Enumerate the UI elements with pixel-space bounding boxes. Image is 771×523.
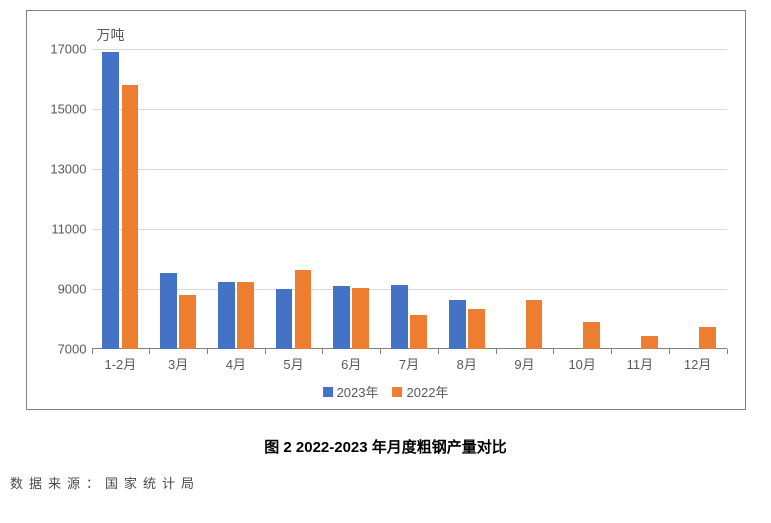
- y-axis-title: 万吨: [97, 25, 125, 45]
- bar-2022年-3月: [179, 295, 196, 349]
- x-tick-mark: [611, 349, 612, 354]
- gridline: [92, 109, 727, 110]
- x-tick-mark: [438, 349, 439, 354]
- x-tick-label: 9月: [514, 354, 534, 373]
- bar-2022年-1-2月: [122, 85, 139, 349]
- y-tick-label: 9000: [42, 282, 87, 297]
- bar-2023年-1-2月: [102, 52, 119, 349]
- bar-2022年-5月: [295, 270, 312, 350]
- y-tick-label: 13000: [42, 162, 87, 177]
- x-tick-mark: [322, 349, 323, 354]
- bar-2022年-11月: [641, 336, 658, 350]
- gridline: [92, 49, 727, 50]
- bar-2023年-7月: [391, 285, 408, 350]
- x-tick-label: 12月: [684, 354, 711, 373]
- x-tick-label: 7月: [399, 354, 419, 373]
- x-tick-mark: [149, 349, 150, 354]
- gridline: [92, 289, 727, 290]
- bar-2022年-12月: [699, 327, 716, 350]
- x-tick-label: 4月: [226, 354, 246, 373]
- x-tick-mark: [496, 349, 497, 354]
- bar-2023年-4月: [218, 282, 235, 350]
- x-tick-label: 11月: [627, 354, 654, 373]
- legend-swatch-2022: [393, 387, 403, 397]
- x-tick-label: 1-2月: [104, 354, 136, 373]
- bar-2022年-4月: [237, 282, 254, 350]
- legend-item-2022: 2022年: [393, 382, 449, 401]
- bar-2023年-6月: [333, 286, 350, 349]
- bar-2023年-8月: [449, 300, 466, 350]
- bar-2023年-5月: [276, 289, 293, 349]
- bar-2022年-9月: [526, 300, 543, 350]
- x-tick-mark: [553, 349, 554, 354]
- gridline: [92, 169, 727, 170]
- legend-item-2023: 2023年: [323, 382, 379, 401]
- bar-2023年-3月: [160, 273, 177, 350]
- bar-2022年-7月: [410, 315, 427, 350]
- x-tick-mark: [669, 349, 670, 354]
- x-tick-mark: [92, 349, 93, 354]
- legend-label-2023: 2023年: [337, 382, 379, 401]
- x-tick-label: 10月: [568, 354, 595, 373]
- bar-2022年-6月: [352, 288, 369, 350]
- x-tick-label: 3月: [168, 354, 188, 373]
- x-tick-label: 5月: [283, 354, 303, 373]
- bar-2022年-10月: [583, 322, 600, 349]
- x-tick-mark: [727, 349, 728, 354]
- data-source: 数据来源：国家统计局: [10, 473, 761, 492]
- y-tick-label: 11000: [42, 222, 87, 237]
- x-tick-mark: [207, 349, 208, 354]
- legend: 2023年 2022年: [323, 382, 449, 401]
- legend-label-2022: 2022年: [407, 382, 449, 401]
- legend-swatch-2023: [323, 387, 333, 397]
- y-tick-label: 17000: [42, 42, 87, 57]
- y-tick-label: 15000: [42, 102, 87, 117]
- plot-area: 70009000110001300015000170001-2月3月4月5月6月…: [92, 49, 727, 349]
- x-tick-label: 8月: [457, 354, 477, 373]
- chart-container: 万吨 70009000110001300015000170001-2月3月4月5…: [26, 10, 746, 410]
- gridline: [92, 229, 727, 230]
- figure-caption: 图 2 2022-2023 年月度粗钢产量对比: [10, 436, 761, 457]
- y-tick-label: 7000: [42, 342, 87, 357]
- x-tick-mark: [380, 349, 381, 354]
- x-tick-label: 6月: [341, 354, 361, 373]
- x-tick-mark: [265, 349, 266, 354]
- bar-2022年-8月: [468, 309, 485, 350]
